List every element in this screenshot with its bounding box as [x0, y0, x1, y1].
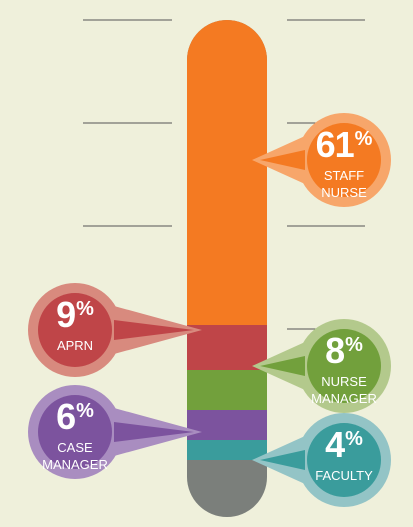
bubble-pointer-inner: [114, 320, 194, 340]
bubble-pointer-inner: [260, 150, 305, 170]
value-number: 6: [56, 396, 76, 437]
bar-segment: [187, 370, 267, 410]
bubble-pointer-inner: [260, 356, 305, 376]
value-number: 9: [56, 294, 76, 335]
bubble-label: 4% FACULTY: [306, 427, 382, 484]
bubble: [307, 423, 381, 497]
bubble: [38, 293, 112, 367]
bar-segment: [187, 325, 267, 370]
bar-segment: [187, 440, 267, 460]
category-label: FACULTY: [315, 468, 373, 483]
bar-segment: [187, 410, 267, 440]
value-number: 61: [315, 124, 355, 165]
bubble-label: 6% CASE MANAGER: [37, 399, 113, 473]
value-number: 4: [325, 424, 345, 465]
category-label: APRN: [56, 338, 94, 353]
bubble-label: 8% NURSE MANAGER: [306, 333, 382, 407]
category-label: NURSE MANAGER: [311, 374, 377, 406]
value-unit: %: [345, 334, 363, 356]
value-unit: %: [76, 298, 94, 320]
value-label: 6%: [37, 399, 113, 435]
bubble-pointer-inner: [114, 422, 194, 442]
value-label: 9%: [37, 297, 113, 333]
category-label: CASE MANAGER: [42, 440, 108, 472]
value-label: 4%: [306, 427, 382, 463]
value-label: 8%: [306, 333, 382, 369]
bubble: [38, 395, 112, 469]
value-unit: %: [76, 400, 94, 422]
bar-stack: [187, 20, 267, 460]
bubble-label: 9% APRN: [37, 297, 113, 354]
value-label: 61%: [306, 127, 382, 163]
bubble: [307, 329, 381, 403]
bubble: [307, 123, 381, 197]
bubble-pointer-inner: [260, 450, 305, 470]
bubbles: [28, 113, 391, 507]
bubble-label: 61% STAFF NURSE: [306, 127, 382, 201]
value-unit: %: [345, 428, 363, 450]
category-label: STAFF NURSE: [321, 168, 367, 200]
bar-segment: [187, 20, 267, 325]
value-unit: %: [354, 128, 373, 150]
value-number: 8: [325, 330, 345, 371]
